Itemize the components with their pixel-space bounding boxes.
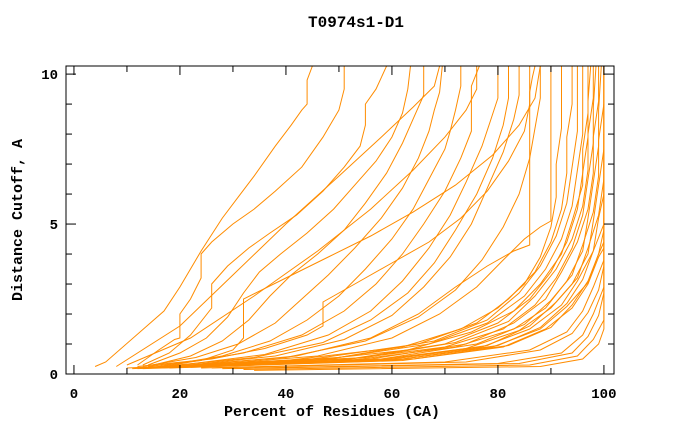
x-tick-label: 100 xyxy=(591,387,616,403)
model-curve-m33 xyxy=(201,164,605,369)
model-curve-m40 xyxy=(116,66,441,367)
model-curve-m18 xyxy=(142,66,584,369)
model-curve-m32 xyxy=(169,134,605,369)
model-curve-m14 xyxy=(185,66,552,367)
model-curve-m13 xyxy=(158,66,541,368)
x-tick-label: 60 xyxy=(383,387,400,403)
plot-frame xyxy=(65,65,615,375)
model-curve-m20 xyxy=(153,66,592,368)
axes-layer: 0 20 40 60 80 100 0 5 10 xyxy=(41,65,617,403)
model-curve-m05 xyxy=(153,66,425,366)
model-curve-m03 xyxy=(142,66,388,366)
y-tick-label: 5 xyxy=(50,218,58,234)
model-curve-m26 xyxy=(142,66,605,370)
model-curve-m34 xyxy=(211,194,605,369)
model-curve-m07 xyxy=(158,66,462,367)
model-curve-m25 xyxy=(169,66,605,368)
x-axis-label: Percent of Residues (CA) xyxy=(224,404,440,421)
model-curve-m12 xyxy=(179,66,536,367)
model-curve-m02 xyxy=(137,66,345,366)
model-curve-m19 xyxy=(132,66,589,370)
model-curve-m08 xyxy=(163,66,480,367)
model-curve-m11 xyxy=(174,66,520,367)
model-curve-m38 xyxy=(148,66,541,367)
y-axis-label: Distance Cutoff, A xyxy=(10,139,27,301)
model-curve-m17 xyxy=(148,66,578,368)
x-tick-label: 20 xyxy=(171,387,188,403)
y-tick-label: 0 xyxy=(50,368,58,384)
model-curve-m23 xyxy=(163,66,600,368)
model-curve-m42 xyxy=(254,248,605,371)
model-curve-m30 xyxy=(158,66,605,369)
chart-title: T0974s1-D1 xyxy=(308,14,404,32)
model-curve-m41 xyxy=(126,66,478,366)
x-tick-label: 80 xyxy=(489,387,506,403)
model-curve-m10 xyxy=(153,66,509,368)
model-curve-m01 xyxy=(94,66,313,367)
model-curve-m09 xyxy=(169,66,499,367)
model-curve-m39 xyxy=(137,66,531,367)
curves-layer xyxy=(94,66,605,371)
x-tick-label: 40 xyxy=(277,387,294,403)
x-tick-label: 0 xyxy=(70,387,78,403)
y-tick-label: 10 xyxy=(41,68,58,84)
model-curve-m28 xyxy=(153,66,605,369)
model-curve-m21 xyxy=(158,66,594,368)
model-curve-m06 xyxy=(142,66,443,367)
model-curve-m15 xyxy=(126,66,562,369)
